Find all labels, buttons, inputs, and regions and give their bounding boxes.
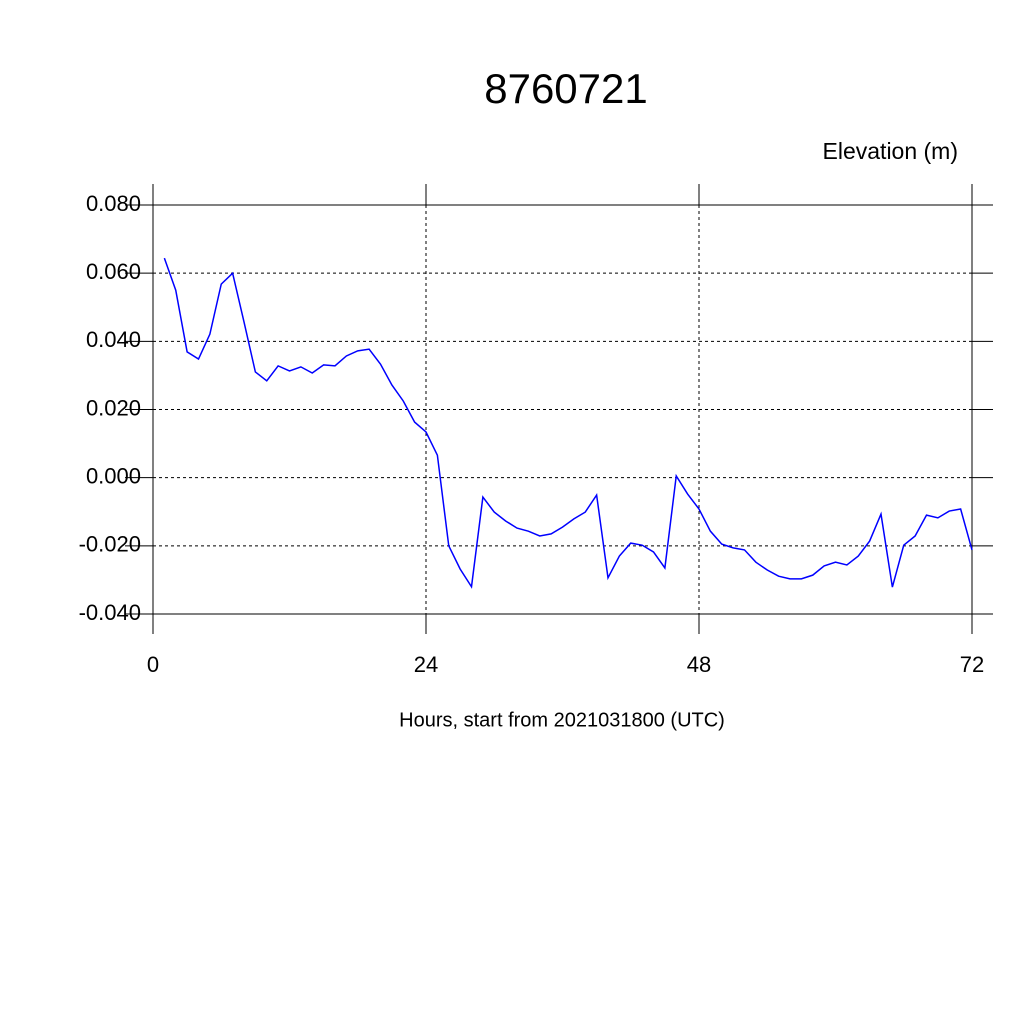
data-line — [163, 257, 973, 589]
x-tick-label: 48 — [687, 652, 711, 677]
y-tick-label: 0.000 — [86, 463, 141, 488]
y-tick-label: 0.080 — [86, 191, 141, 216]
y-tick-label: -0.040 — [79, 600, 141, 625]
y-tick-label: -0.020 — [79, 532, 141, 557]
y-tick-label: 0.060 — [86, 259, 141, 284]
y-tick-label: 0.020 — [86, 395, 141, 420]
y-axis-label: Elevation (m) — [823, 138, 958, 164]
x-tick-label: 24 — [414, 652, 438, 677]
x-tick-label: 0 — [147, 652, 159, 677]
x-axis-label: Hours, start from 2021031800 (UTC) — [399, 709, 725, 731]
chart-title: 8760721 — [484, 65, 648, 112]
y-tick-label: 0.040 — [86, 327, 141, 352]
x-tick-label: 72 — [960, 652, 984, 677]
